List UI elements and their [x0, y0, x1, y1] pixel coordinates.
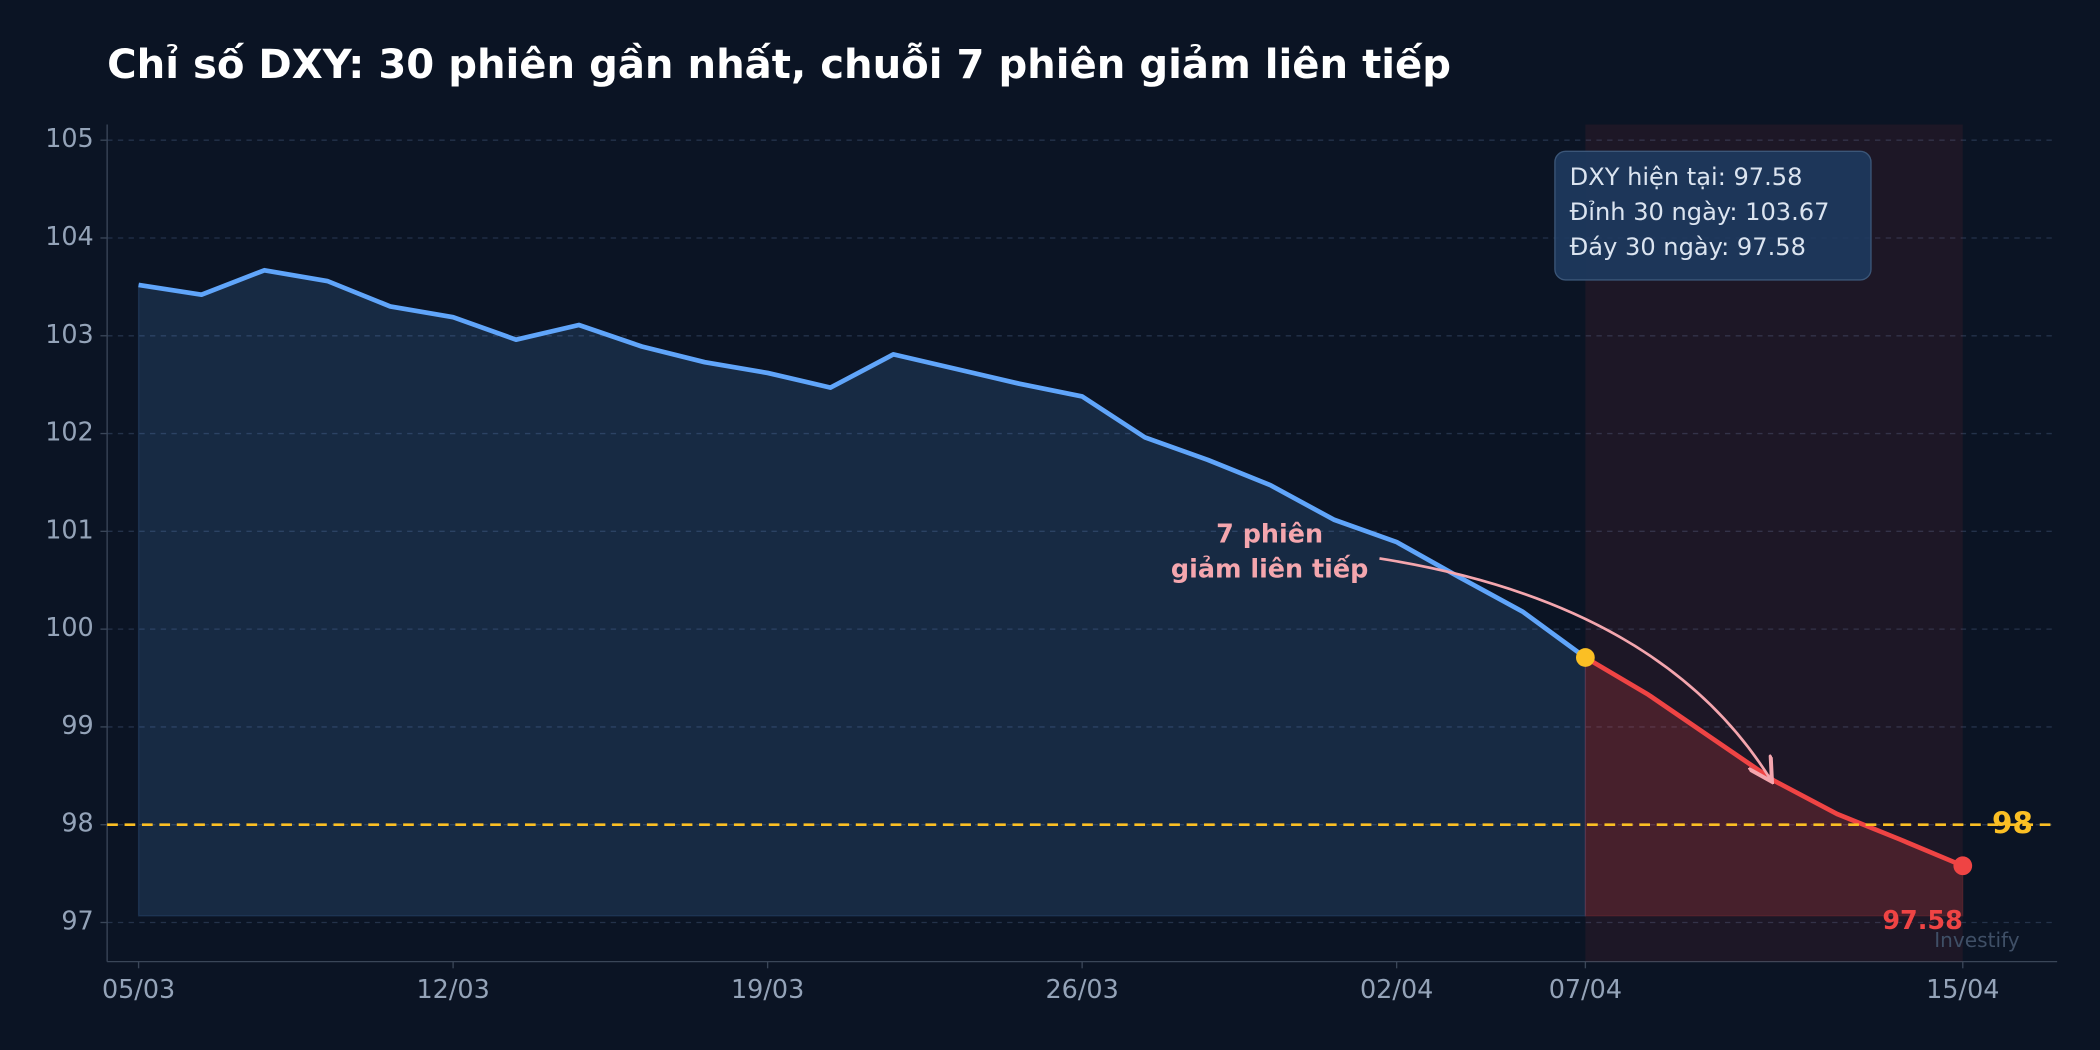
y-tick-label: 99: [61, 710, 93, 740]
annotation-text: 7 phiên: [1216, 519, 1323, 549]
x-tick-label: 12/03: [416, 974, 489, 1004]
reference-label: 98: [1992, 806, 2033, 840]
end-label: 97.58: [1882, 905, 1962, 935]
x-tick-label: 26/03: [1045, 974, 1118, 1004]
y-tick-label: 100: [45, 612, 94, 642]
info-text: Đỉnh 30 ngày: 103.67: [1570, 198, 1830, 226]
info-text: Đáy 30 ngày: 97.58: [1570, 233, 1806, 261]
plot: 97 98 99 100 101 102 103 104 105 05/03 12/03 19/03 2…: [45, 123, 2058, 1004]
x-tick-label: 02/04: [1360, 974, 1433, 1004]
x-tick-label: 15/04: [1926, 974, 1999, 1004]
y-tick-label: 104: [45, 221, 94, 251]
y-tick-label: 97: [61, 905, 93, 935]
info-text: DXY hiện tại: 97.58: [1570, 163, 1803, 191]
y-tick-label: 101: [45, 514, 94, 544]
watermark: Investify: [1934, 928, 2020, 952]
info-box: [1554, 150, 1872, 281]
line: [138, 267, 1587, 660]
x-tick-label: 05/03: [102, 974, 175, 1004]
chart-title: Chỉ số DXY: 30 phiên gần nhất, chuỗi 7 p…: [107, 41, 1451, 88]
y-tick-label: 103: [45, 319, 94, 349]
y-tick-label: 105: [45, 123, 94, 153]
x-tick-label: 07/04: [1549, 974, 1622, 1004]
y-tick-label: 98: [61, 808, 93, 838]
x-tick-label: 19/03: [731, 974, 804, 1004]
start-marker: [1575, 648, 1595, 667]
annotation-arrow: [1379, 557, 1770, 779]
y-tick-label: 102: [45, 417, 94, 447]
end-marker: [1953, 856, 1973, 876]
annotation-text: giảm liên tiếp: [1171, 554, 1368, 584]
